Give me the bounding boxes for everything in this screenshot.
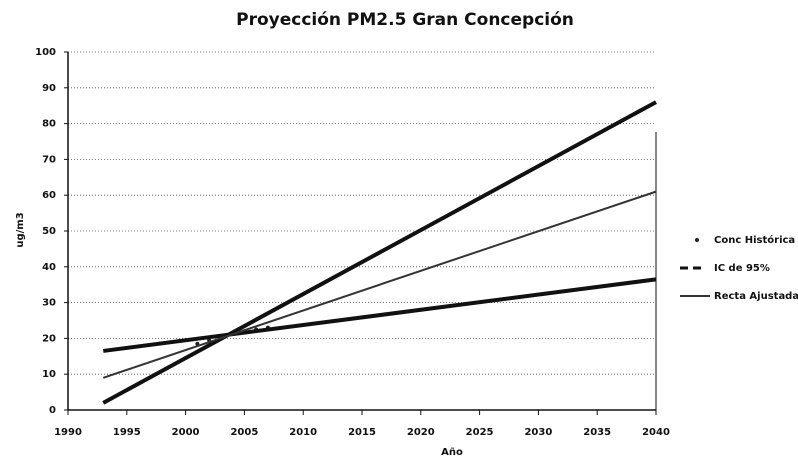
y-tick-label: 20: [42, 333, 56, 344]
x-tick-label: 2040: [642, 427, 670, 438]
x-tick-label: 2010: [289, 427, 317, 438]
x-tick-label: 1995: [113, 427, 141, 438]
x-tick-label: 2025: [466, 427, 494, 438]
y-tick-label: 10: [42, 369, 56, 380]
y-tick-label: 30: [42, 298, 56, 309]
x-tick-label: 2015: [348, 427, 376, 438]
y-axis-label: ug/m3: [15, 212, 26, 247]
series-line: [102, 100, 657, 405]
series-line: [103, 277, 657, 353]
y-tick-label: 100: [35, 47, 56, 58]
x-tick-label: 1990: [54, 427, 82, 438]
x-tick-label: 2005: [230, 427, 258, 438]
legend-swatch: [695, 238, 699, 242]
x-tick-label: 2020: [407, 427, 435, 438]
y-tick-label: 70: [42, 154, 56, 165]
y-tick-label: 50: [42, 226, 56, 237]
x-axis-label: Año: [441, 447, 463, 458]
y-tick-label: 60: [42, 190, 56, 201]
legend-label: IC de 95%: [714, 263, 770, 274]
series-line: [102, 190, 657, 379]
y-tick-label: 90: [42, 83, 56, 94]
legend-label: Conc Histórica: [714, 234, 795, 246]
x-tick-label: 2000: [172, 427, 200, 438]
y-tick-label: 0: [49, 405, 56, 416]
chart-title: Proyección PM2.5 Gran Concepción: [236, 10, 574, 30]
y-tick-label: 80: [42, 119, 56, 130]
y-tick-label: 40: [42, 262, 56, 273]
x-tick-label: 2030: [524, 427, 552, 438]
x-tick-label: 2035: [583, 427, 611, 438]
legend-label: Recta Ajustada: [714, 291, 798, 302]
